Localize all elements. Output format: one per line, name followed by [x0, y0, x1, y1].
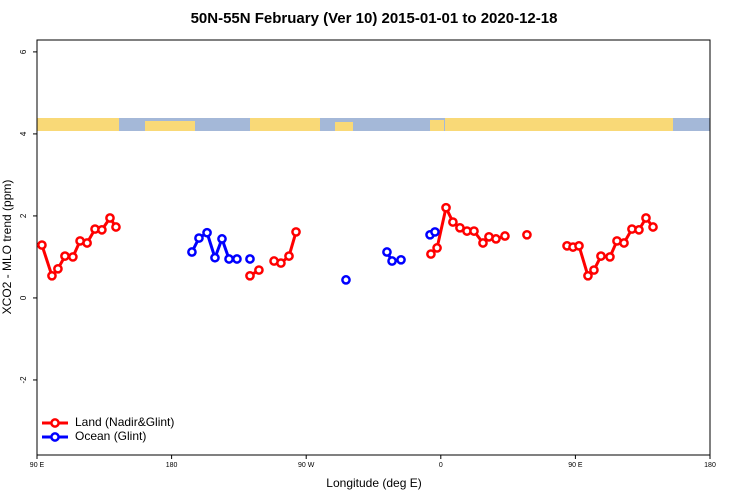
data-point	[432, 243, 442, 253]
plot-frame	[36, 39, 711, 456]
data-point	[60, 251, 70, 261]
data-point	[341, 275, 351, 285]
data-point	[291, 227, 301, 237]
data-point	[245, 254, 255, 264]
data-point	[605, 252, 615, 262]
y-tick-label: 4	[19, 131, 28, 136]
data-point	[47, 270, 57, 281]
series-line	[40, 203, 655, 279]
data-point	[97, 225, 107, 235]
land-strip	[37, 118, 710, 131]
x-tick-label: 90 W	[298, 462, 315, 469]
data-point	[187, 247, 197, 257]
y-axis-label: XCO2 - MLO trend (ppm)	[0, 180, 14, 315]
data-point	[382, 247, 392, 257]
land-patch	[250, 118, 320, 131]
land-patch	[445, 118, 673, 131]
data-point	[478, 238, 488, 248]
data-point	[491, 234, 501, 244]
land-patch	[37, 118, 119, 131]
data-point	[284, 251, 294, 261]
data-point	[387, 256, 397, 266]
data-point	[254, 265, 264, 275]
legend-label: Land (Nadir&Glint)	[75, 415, 174, 429]
data-point	[210, 252, 220, 263]
data-point	[37, 240, 47, 250]
y-tick-label: 2	[19, 213, 28, 218]
data-point	[641, 213, 651, 223]
y-tick-label: 6	[19, 49, 28, 54]
x-axis-label: Longitude (deg E)	[326, 476, 421, 490]
x-tick-label: 0	[439, 462, 443, 469]
data-point	[396, 254, 406, 265]
data-point	[224, 254, 234, 264]
legend-marker	[50, 432, 60, 442]
data-point	[276, 258, 286, 268]
land-patch	[335, 122, 353, 131]
data-point	[245, 270, 255, 281]
chart-title: 50N-55N February (Ver 10) 2015-01-01 to …	[191, 10, 558, 27]
data-point	[469, 226, 479, 236]
data-point	[596, 251, 606, 261]
data-point	[648, 222, 658, 232]
data-point	[619, 238, 629, 248]
data-point	[500, 231, 510, 241]
data-point	[522, 229, 532, 240]
y-tick-label: -2	[19, 376, 28, 384]
data-point	[634, 225, 644, 235]
data-point	[202, 227, 212, 238]
x-tick-label: 180	[704, 462, 716, 469]
data-point	[194, 233, 204, 243]
data-point	[111, 222, 121, 232]
data-point	[68, 252, 78, 262]
data-point	[217, 234, 227, 244]
data-point	[105, 213, 115, 223]
legend-label: Ocean (Glint)	[75, 429, 146, 443]
data-point	[232, 254, 242, 264]
x-tick-label: 90 E	[30, 462, 45, 469]
legend-marker	[50, 418, 60, 428]
land-patch	[430, 120, 444, 131]
data-point	[82, 238, 92, 248]
y-tick-label: 0	[19, 295, 28, 300]
data-point	[589, 265, 599, 275]
land-patch	[145, 121, 195, 131]
data-point	[430, 227, 440, 237]
data-point	[583, 270, 593, 281]
data-point	[426, 249, 436, 259]
x-tick-label: 90 E	[568, 462, 583, 469]
data-point	[574, 241, 584, 251]
data-point	[53, 263, 63, 274]
data-point	[441, 202, 451, 213]
data-point	[448, 217, 458, 227]
x-tick-label: 180	[166, 462, 178, 469]
